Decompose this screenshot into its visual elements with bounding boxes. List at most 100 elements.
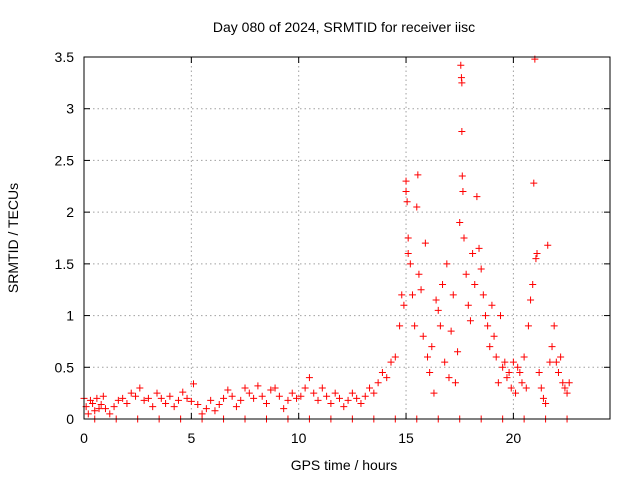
- data-point: [529, 281, 537, 289]
- data-point: [331, 389, 339, 397]
- data-point: [563, 389, 571, 397]
- y-tick-label: 2.5: [55, 152, 75, 168]
- data-point: [275, 392, 283, 400]
- data-point: [421, 239, 429, 247]
- x-axis-label: GPS time / hours: [291, 457, 398, 473]
- data-point: [194, 401, 202, 409]
- data-point: [539, 394, 547, 402]
- data-point: [357, 399, 365, 407]
- data-point: [406, 260, 414, 268]
- y-tick-label: 3.5: [55, 49, 75, 65]
- data-point: [557, 353, 565, 361]
- data-point: [387, 358, 395, 366]
- data-point: [439, 281, 447, 289]
- data-point: [211, 407, 219, 415]
- data-point: [258, 392, 266, 400]
- data-point: [179, 388, 187, 396]
- data-point: [374, 379, 382, 387]
- data-point: [537, 384, 545, 392]
- data-point: [140, 396, 148, 404]
- data-point: [132, 392, 140, 400]
- data-point: [449, 291, 457, 299]
- data-point: [402, 177, 410, 185]
- data-point: [460, 234, 468, 242]
- data-point: [314, 396, 322, 404]
- data-point: [499, 363, 507, 371]
- data-point: [436, 322, 444, 330]
- data-point: [501, 358, 509, 366]
- chart-title: Day 080 of 2024, SRMTID for receiver iis…: [213, 19, 475, 35]
- data-point: [428, 343, 436, 351]
- data-point: [335, 394, 343, 402]
- data-point: [477, 265, 485, 273]
- data-point: [520, 353, 528, 361]
- data-point: [486, 343, 494, 351]
- data-point: [403, 198, 411, 206]
- data-point: [366, 384, 374, 392]
- x-tick-label: 0: [80, 430, 88, 446]
- data-point: [183, 394, 191, 402]
- data-point: [408, 291, 416, 299]
- data-point: [288, 389, 296, 397]
- y-tick-label: 2: [66, 204, 74, 220]
- data-point: [250, 394, 258, 402]
- data-point: [459, 187, 467, 195]
- data-point: [267, 386, 275, 394]
- data-point: [280, 405, 288, 413]
- data-point: [492, 353, 500, 361]
- data-point: [123, 399, 131, 407]
- data-point: [544, 241, 552, 249]
- data-point: [404, 250, 412, 258]
- data-point: [353, 394, 361, 402]
- data-point: [293, 394, 301, 402]
- data-point: [106, 410, 114, 418]
- data-point: [548, 343, 556, 351]
- data-point: [284, 396, 292, 404]
- data-point: [241, 384, 249, 392]
- grid-layer: [84, 57, 610, 419]
- data-point: [415, 270, 423, 278]
- data-point: [514, 363, 522, 371]
- data-point: [516, 368, 524, 376]
- y-tick-label: 0: [66, 411, 74, 427]
- data-point: [479, 291, 487, 299]
- data-point: [464, 301, 472, 309]
- data-point: [458, 172, 466, 180]
- data-point: [215, 401, 223, 409]
- data-point: [490, 332, 498, 340]
- data-point: [383, 374, 391, 382]
- y-tick-label: 1: [66, 308, 74, 324]
- data-point: [95, 405, 103, 413]
- data-point: [174, 396, 182, 404]
- y-tick-label: 3: [66, 101, 74, 117]
- data-point: [305, 374, 313, 382]
- data-point: [533, 250, 541, 258]
- data-point: [432, 296, 440, 304]
- data-point: [262, 399, 270, 407]
- data-point: [554, 368, 562, 376]
- data-point: [153, 389, 161, 397]
- data-point: [535, 368, 543, 376]
- data-point: [93, 394, 101, 402]
- data-point: [507, 384, 515, 392]
- data-point: [530, 179, 538, 187]
- data-point: [550, 322, 558, 330]
- data-point: [391, 353, 399, 361]
- data-point: [443, 260, 451, 268]
- axis-ticks: 0 5 10 15 20 0 0.5 1 1.5 2 2.5 3 3.5: [55, 49, 610, 446]
- data-point: [220, 394, 228, 402]
- data-point: [396, 322, 404, 330]
- data-point: [187, 397, 195, 405]
- data-points: [80, 55, 573, 423]
- plot-frame: [83, 56, 611, 420]
- data-point: [527, 296, 535, 304]
- data-point: [97, 401, 105, 409]
- data-point: [323, 392, 331, 400]
- data-point: [417, 286, 425, 294]
- data-point: [237, 396, 245, 404]
- data-point: [404, 234, 412, 242]
- y-tick-label: 0.5: [55, 359, 75, 375]
- data-point: [149, 403, 157, 411]
- data-point: [471, 281, 479, 289]
- data-point: [297, 392, 305, 400]
